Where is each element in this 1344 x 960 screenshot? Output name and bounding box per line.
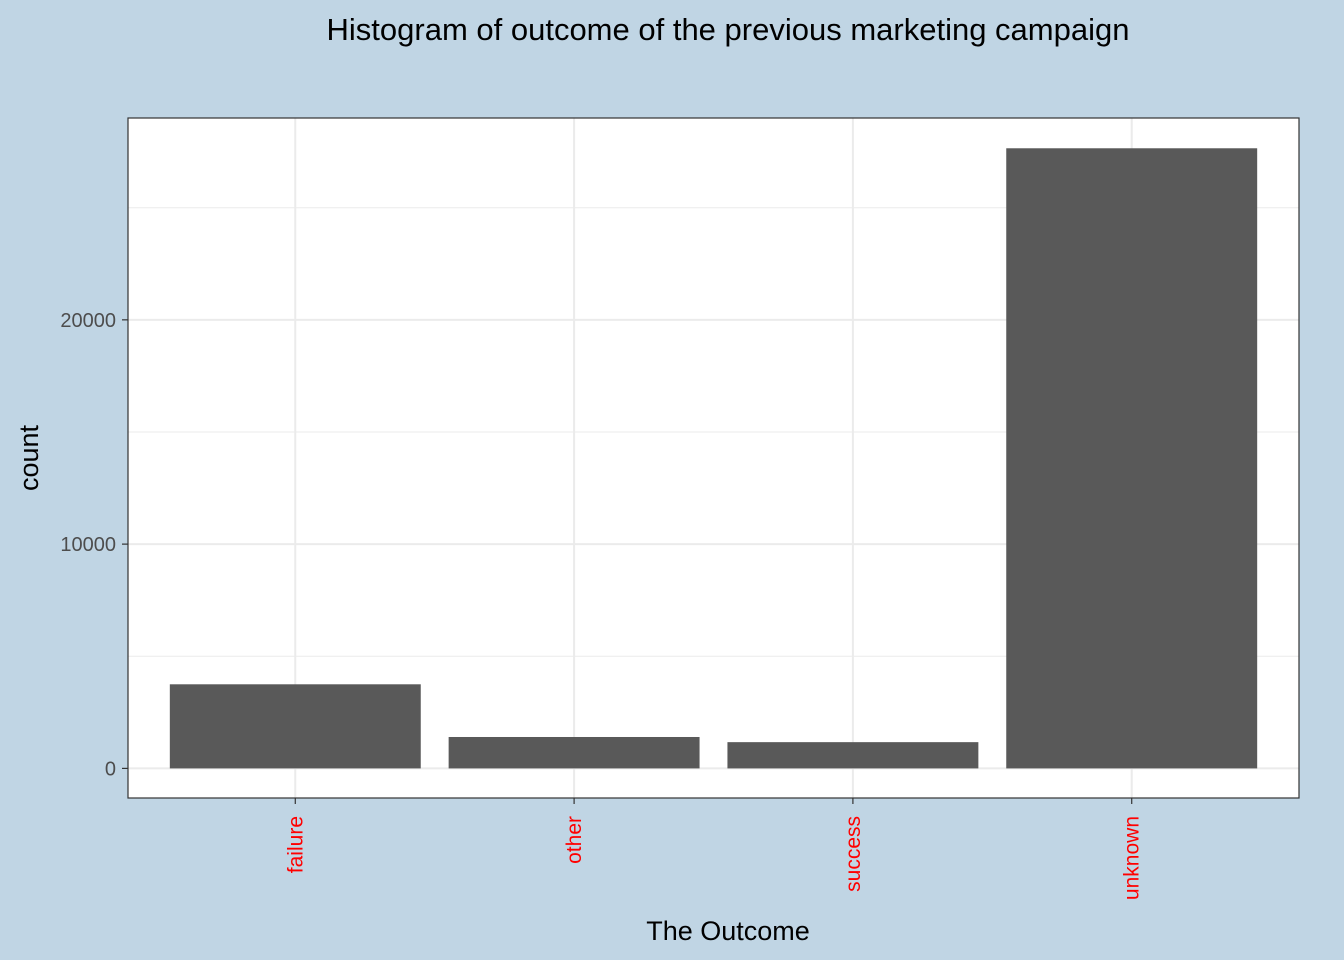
bars — [169, 148, 1258, 769]
bar-other — [448, 736, 700, 769]
bar-unknown — [1006, 148, 1258, 769]
x-tick-label: success — [842, 816, 865, 892]
bar-failure — [169, 684, 421, 769]
x-tick-label: unknown — [1121, 816, 1144, 900]
y-tick-label: 20000 — [60, 310, 116, 332]
plot-panel-border — [127, 117, 1300, 799]
x-axis-title: The Outcome — [646, 916, 810, 946]
x-axis-ticks: failure other success unknown — [284, 798, 1144, 900]
bar-success — [727, 742, 979, 769]
y-tick-label: 0 — [105, 758, 116, 780]
y-axis-title: count — [14, 424, 44, 491]
x-tick-label: other — [563, 816, 586, 864]
x-tick-label: failure — [284, 816, 307, 873]
y-tick-label: 10000 — [60, 534, 116, 556]
y-axis-ticks: 0 10000 20000 — [60, 310, 128, 780]
chart-title: Histogram of outcome of the previous mar… — [327, 12, 1130, 47]
